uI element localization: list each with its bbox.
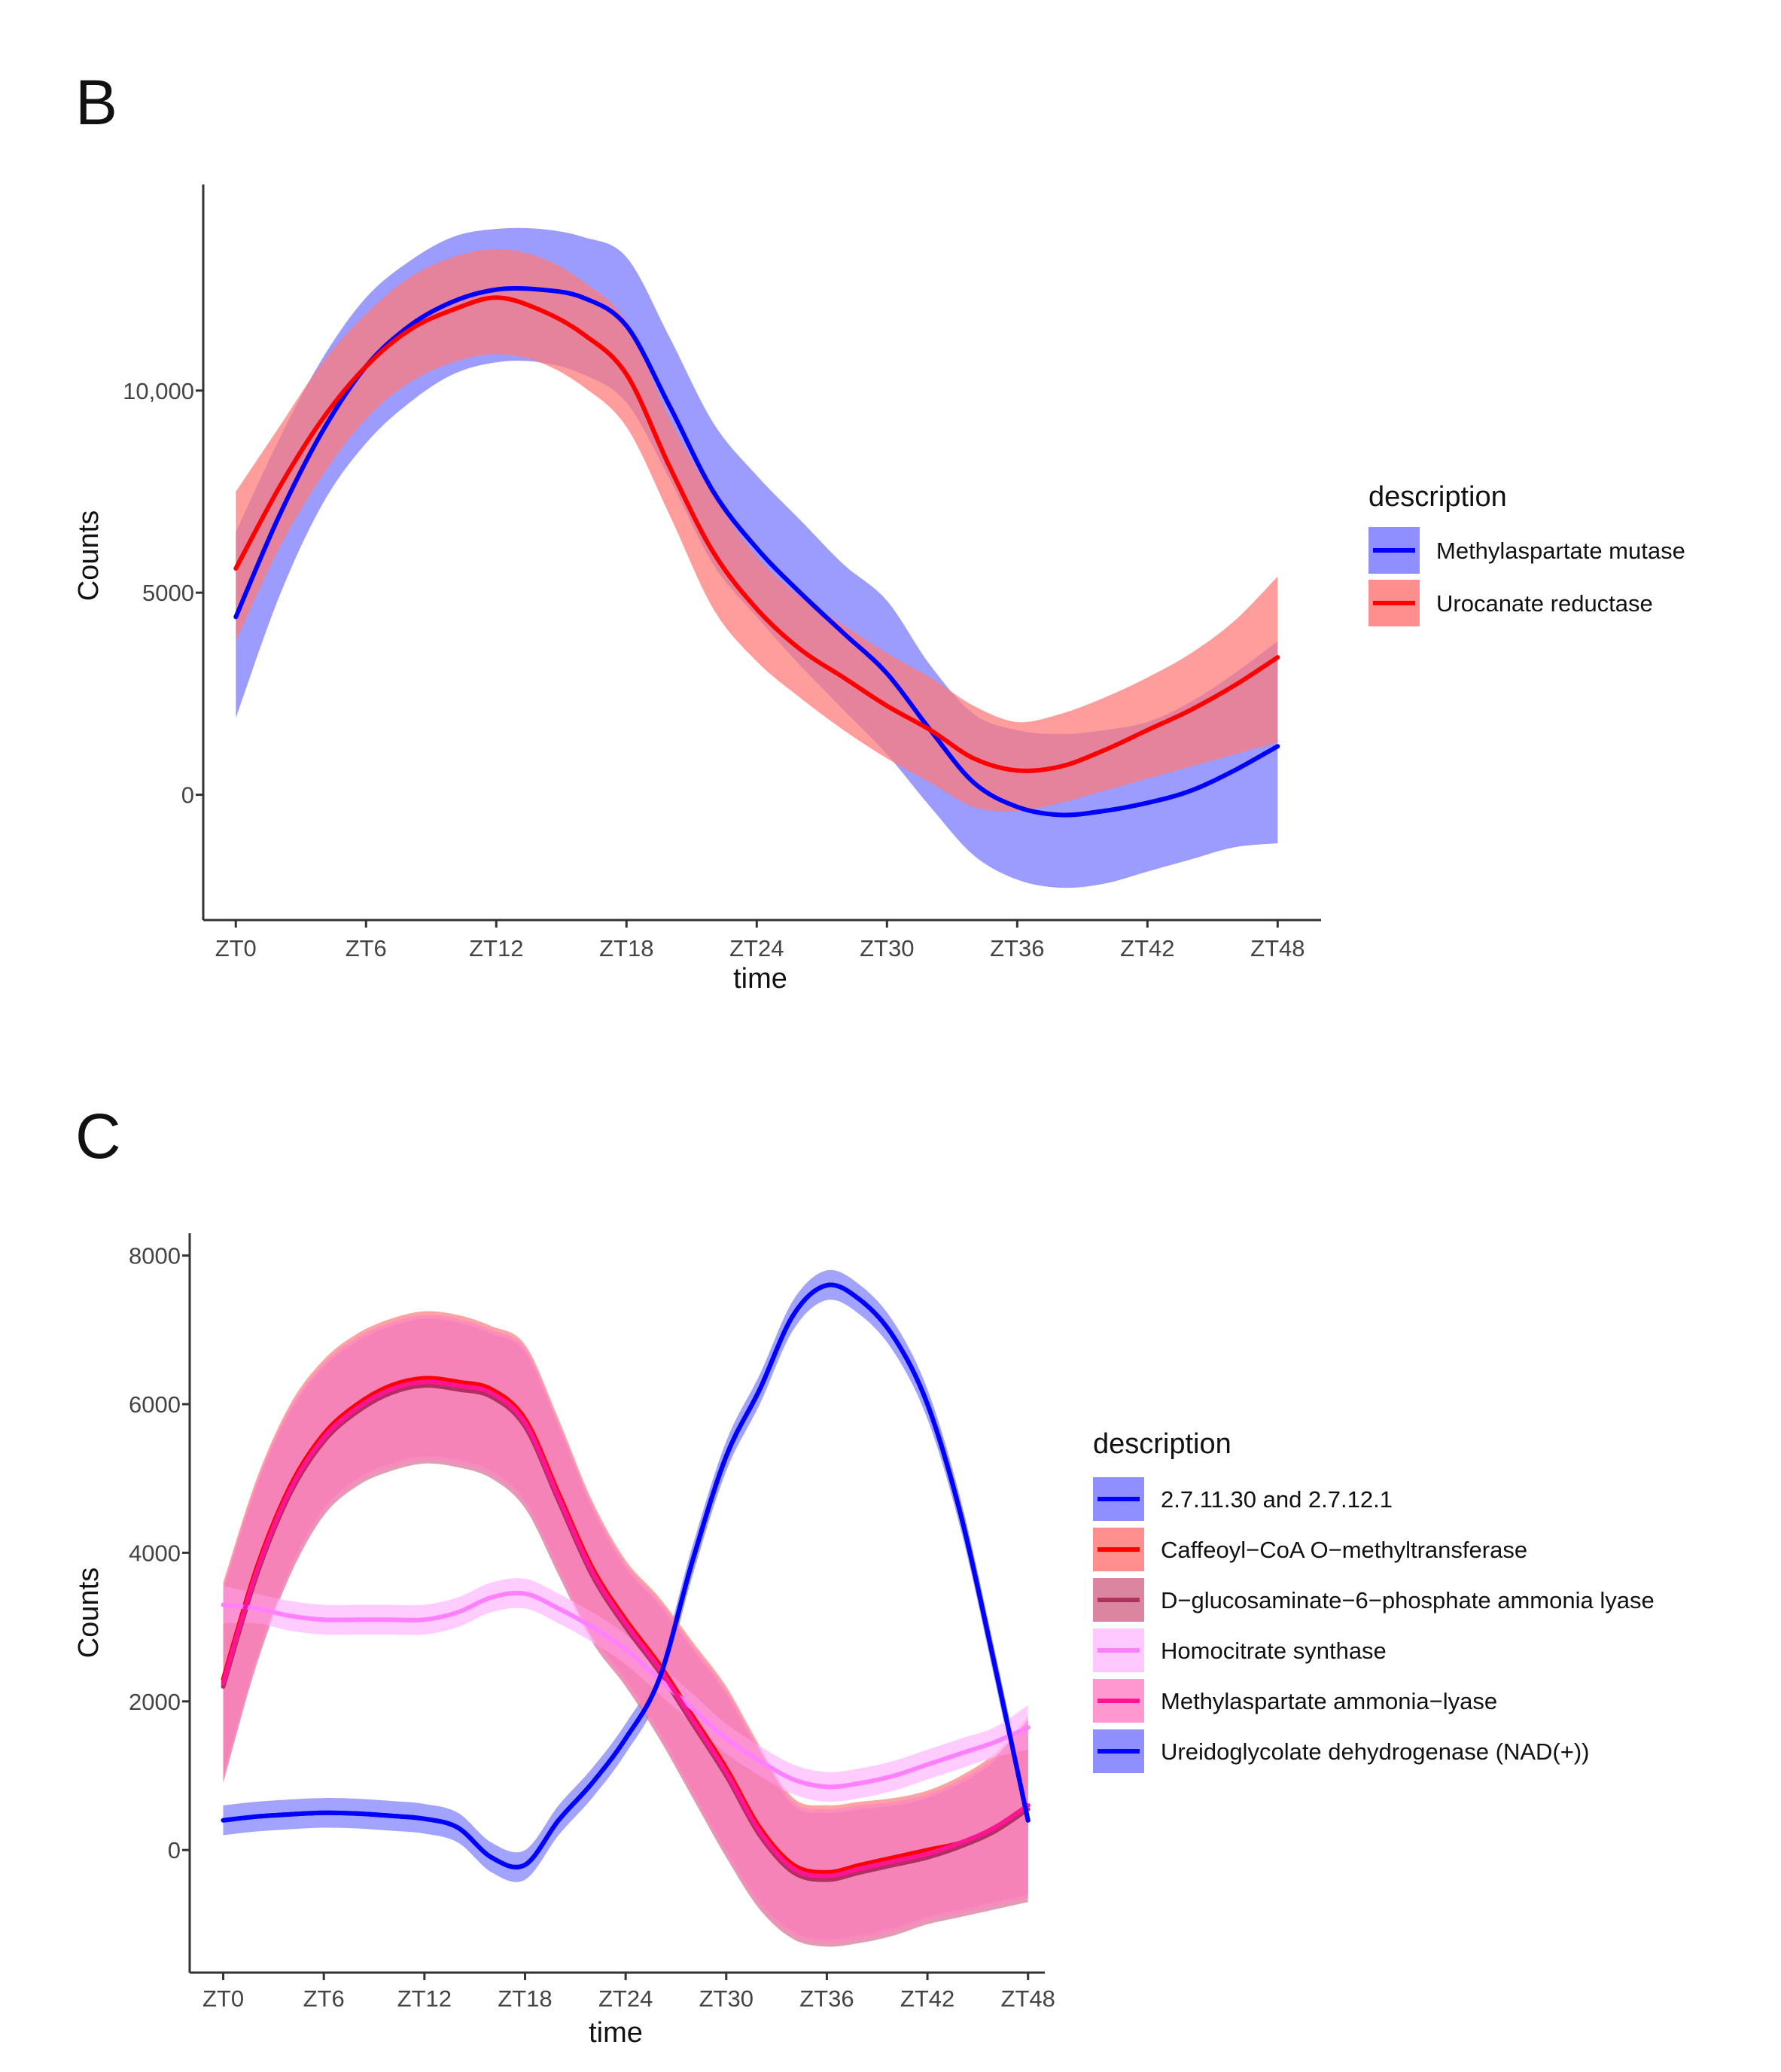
y-tick-label: 6000	[129, 1391, 181, 1418]
series-line-3	[221, 1590, 1031, 1790]
panel-c-legend-title: description	[1093, 1428, 1231, 1460]
x-tick-label: ZT30	[699, 1985, 754, 2012]
panel-b: B 0 5000 10,000 ZT0 ZT6 ZT12 ZT18 ZT24 ZT30 ZT36…	[73, 67, 1685, 995]
x-tick-label: ZT42	[1120, 935, 1174, 961]
legend-label: Methylaspartate ammonia−lyase	[1161, 1688, 1497, 1714]
panel-b-y-ticks: 0 5000 10,000	[123, 378, 203, 809]
x-tick-label: ZT48	[1001, 1985, 1055, 2012]
legend-item: Methylaspartate mutase	[1368, 527, 1685, 574]
series-line-4	[221, 1379, 1031, 1879]
legend-item: D−glucosaminate−6−phosphate ammonia lyas…	[1093, 1578, 1655, 1622]
panel-b-y-axis-title: Counts	[73, 510, 105, 601]
panel-b-lines	[233, 285, 1280, 818]
x-tick-label: ZT12	[397, 1985, 452, 2012]
y-tick-label: 4000	[129, 1540, 181, 1566]
panel-b-x-ticks: ZT0 ZT6 ZT12 ZT18 ZT24 ZT30 ZT36 ZT42 ZT48	[215, 920, 1305, 961]
panel-c-lines	[221, 1282, 1031, 1882]
panel-b-bands	[236, 227, 1278, 888]
legend-item: Methylaspartate ammonia−lyase	[1093, 1679, 1497, 1723]
legend-label: Homocitrate synthase	[1161, 1638, 1387, 1664]
y-tick-label: 8000	[129, 1243, 181, 1269]
x-tick-label: ZT0	[202, 1985, 244, 2012]
x-tick-label: ZT24	[598, 1985, 653, 2012]
panel-c-legend: description 2.7.11.30 and 2.7.12.1 Caffeo…	[1093, 1428, 1655, 1773]
panel-c-y-ticks: 0 2000 4000 6000 8000	[129, 1243, 190, 1863]
panel-b-legend-items: Methylaspartate mutase Urocanate reductas…	[1368, 527, 1685, 626]
legend-label: Caffeoyl−CoA O−methyltransferase	[1161, 1537, 1527, 1563]
panel-c-y-axis-title: Counts	[73, 1568, 105, 1658]
panel-letter-b: B	[75, 67, 117, 138]
x-tick-label: ZT42	[900, 1985, 954, 2012]
legend-label: 2.7.11.30 and 2.7.12.1	[1161, 1486, 1393, 1513]
panel-letter-c: C	[75, 1101, 121, 1172]
y-tick-label: 0	[181, 782, 194, 809]
confidence-band-1	[236, 248, 1278, 812]
x-tick-label: ZT18	[498, 1985, 552, 2012]
panel-c-x-ticks: ZT0 ZT6 ZT12 ZT18 ZT24 ZT30 ZT36 ZT42 ZT48	[202, 1973, 1055, 2012]
panel-b-legend-title: description	[1368, 481, 1507, 513]
series-line-5	[221, 1282, 1031, 1869]
x-tick-label: ZT0	[215, 935, 257, 961]
panel-b-x-axis-title: time	[733, 963, 787, 995]
legend-label: Ureidoglycolate dehydrogenase (NAD(+))	[1161, 1738, 1589, 1765]
legend-item: Urocanate reductase	[1368, 580, 1653, 626]
series-line-1	[233, 295, 1280, 773]
x-tick-label: ZT6	[346, 935, 387, 961]
legend-label: Urocanate reductase	[1436, 590, 1653, 617]
x-tick-label: ZT36	[990, 935, 1044, 961]
panel-c-bands	[223, 1269, 1028, 1947]
y-tick-label: 10,000	[123, 378, 194, 404]
x-tick-label: ZT48	[1250, 935, 1305, 961]
confidence-band-3	[223, 1578, 1028, 1802]
legend-item: 2.7.11.30 and 2.7.12.1	[1093, 1477, 1393, 1521]
legend-item: Ureidoglycolate dehydrogenase (NAD(+))	[1093, 1729, 1589, 1773]
x-tick-label: ZT24	[729, 935, 784, 961]
y-tick-label: 0	[168, 1837, 181, 1863]
legend-label: Methylaspartate mutase	[1436, 538, 1685, 564]
panel-c-legend-items: 2.7.11.30 and 2.7.12.1 Caffeoyl−CoA O−met…	[1093, 1477, 1655, 1773]
legend-item: Caffeoyl−CoA O−methyltransferase	[1093, 1528, 1527, 1571]
legend-label: D−glucosaminate−6−phosphate ammonia lyas…	[1161, 1587, 1655, 1613]
panel-c-x-axis-title: time	[589, 2017, 643, 2049]
x-tick-label: ZT30	[860, 935, 914, 961]
x-tick-label: ZT12	[469, 935, 523, 961]
x-tick-label: ZT6	[303, 1985, 345, 2012]
panel-b-legend: description Methylaspartate mutase Urocan…	[1368, 481, 1685, 626]
x-tick-label: ZT18	[599, 935, 653, 961]
y-tick-label: 5000	[142, 580, 194, 606]
legend-item: Homocitrate synthase	[1093, 1629, 1387, 1672]
confidence-band-0	[223, 1269, 1028, 1882]
x-tick-label: ZT36	[799, 1985, 854, 2012]
y-tick-label: 2000	[129, 1689, 181, 1715]
